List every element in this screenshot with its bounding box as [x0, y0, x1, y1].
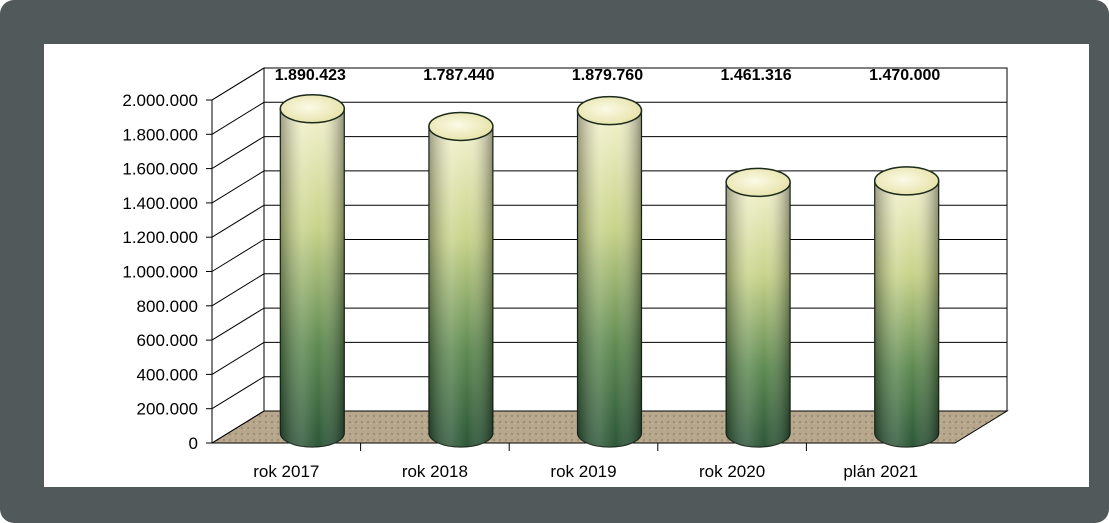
data-value-label: 1.787.440: [423, 67, 494, 84]
y-tick-label: 200.000: [137, 400, 198, 419]
cylinder-bar: [873, 166, 940, 448]
x-tick-label: rok 2020: [699, 462, 765, 481]
y-tick-label: 0: [189, 434, 198, 453]
y-tick-label: 600.000: [137, 331, 198, 350]
cylinder-bar: [576, 95, 643, 448]
y-tick-label: 1.000.000: [122, 263, 198, 282]
x-tick-label: rok 2018: [402, 462, 468, 481]
x-tick-label: plán 2021: [843, 462, 918, 481]
data-value-label: 1.470.000: [869, 67, 940, 84]
gridline: [211, 67, 1007, 101]
bar-shading: [428, 126, 493, 448]
y-tick-label: 1.600.000: [122, 160, 198, 179]
bar-shading: [874, 180, 939, 448]
gridline: [211, 136, 1007, 170]
bar-top: [725, 167, 791, 198]
bar-shading: [726, 182, 791, 448]
gridline: [211, 101, 1007, 135]
data-value-label: 1.890.423: [275, 67, 346, 84]
y-tick-label: 2.000.000: [122, 91, 198, 110]
cylinder-bar: [428, 111, 494, 448]
cylinder-bar: [279, 94, 346, 448]
y-tick-label: 1.800.000: [122, 125, 198, 144]
y-tick-label: 400.000: [137, 365, 198, 384]
x-tick-label: rok 2017: [253, 462, 319, 481]
data-value-label: 1.879.760: [572, 67, 643, 84]
bar-shading: [280, 108, 345, 448]
x-tick-label: rok 2019: [550, 462, 616, 481]
bar-top: [576, 95, 643, 126]
y-tick-label: 1.400.000: [122, 194, 198, 213]
cylinder-bar: [725, 167, 791, 448]
y-tick-label: 800.000: [137, 297, 198, 316]
bar-shading: [577, 110, 642, 448]
bar-top: [428, 111, 494, 142]
data-value-label: 1.461.316: [721, 67, 792, 84]
y-tick-label: 1.200.000: [122, 228, 198, 247]
bar-top: [279, 94, 346, 124]
bar-top: [873, 166, 940, 196]
